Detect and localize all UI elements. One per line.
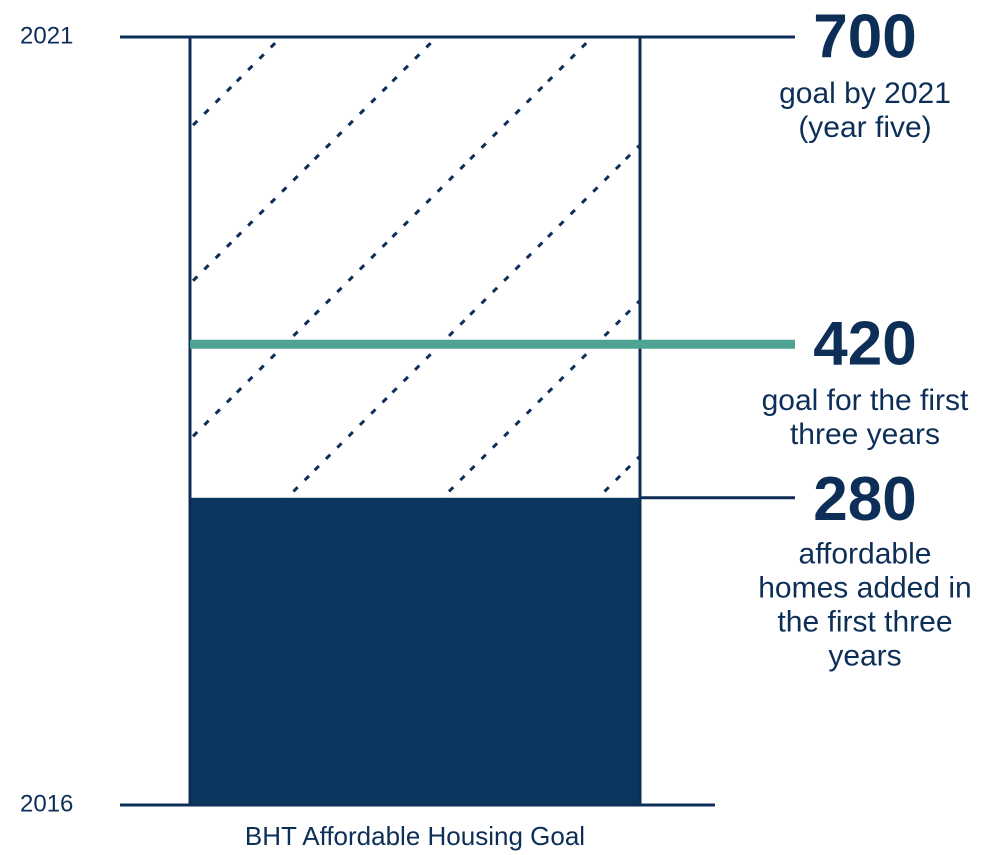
value-label: 420 xyxy=(813,310,916,379)
bar xyxy=(190,497,640,805)
note-line: three years xyxy=(790,418,940,451)
note-line: homes added in xyxy=(758,572,972,605)
value-label: 280 xyxy=(813,465,916,534)
hatch-area xyxy=(190,37,640,498)
chart-title: BHT Affordable Housing Goal xyxy=(245,821,585,851)
note-line: goal by 2021 xyxy=(779,77,951,110)
note-line: affordable xyxy=(799,538,932,571)
y-tick-label: 2021 xyxy=(20,22,73,49)
y-tick-label: 2016 xyxy=(20,790,73,817)
note-line: the first three xyxy=(777,606,952,639)
note-line: years xyxy=(828,640,901,673)
value-label: 700 xyxy=(813,2,916,71)
note-line: goal for the first xyxy=(762,384,969,417)
note-line: (year five) xyxy=(798,111,931,144)
